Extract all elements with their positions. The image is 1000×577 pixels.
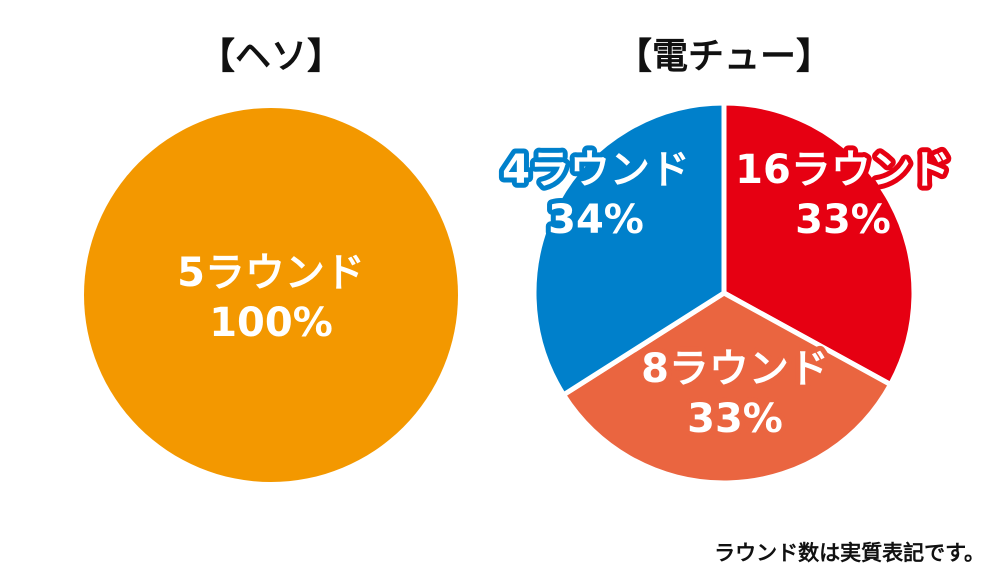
slice-name-label: 5ラウンド <box>177 250 365 296</box>
chart-title: 【電チュー】 <box>616 36 832 77</box>
pie-slice <box>531 100 727 398</box>
slice-percent-label: 33% <box>687 396 783 442</box>
pie-slice <box>84 108 458 482</box>
slice-name-label: 8ラウンド <box>641 346 829 392</box>
pie-slice <box>721 100 917 388</box>
slice-name-label: 16ラウンド <box>735 147 951 193</box>
slice-percent-label: 100% <box>209 300 333 346</box>
pie-slice <box>561 290 893 486</box>
slice-percent-label: 34% <box>548 197 644 243</box>
footnote: ラウンド数は実質表記です。 <box>714 541 985 565</box>
chart-title: 【ヘソ】 <box>199 36 343 77</box>
slice-name-label: 4ラウンド <box>502 147 690 193</box>
slice-percent-label: 33% <box>795 197 891 243</box>
